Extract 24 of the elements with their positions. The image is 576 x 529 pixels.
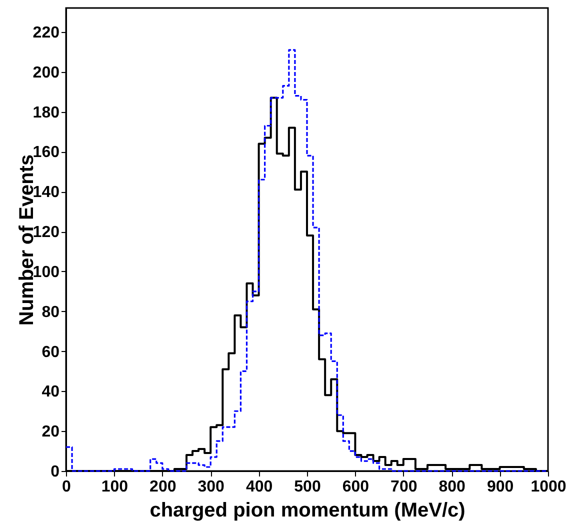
- y-tick-label: 80: [42, 304, 60, 321]
- y-tick-label: 20: [42, 424, 60, 441]
- x-tick-label: 900: [486, 478, 514, 496]
- x-tick-label: 500: [294, 478, 321, 496]
- x-tick-label: 700: [390, 478, 418, 496]
- x-tick-label: 300: [198, 478, 225, 496]
- y-tick-label: 180: [32, 104, 60, 122]
- x-axis-title: charged pion momentum (MeV/c): [150, 500, 466, 522]
- y-tick-label: 120: [32, 224, 60, 242]
- y-tick-label: 40: [42, 384, 60, 401]
- y-tick-label: 200: [32, 64, 60, 82]
- x-tick-label: 800: [438, 478, 466, 496]
- x-tick-label: 0: [62, 478, 72, 496]
- y-tick-label: 220: [32, 24, 60, 42]
- y-tick-label: 0: [50, 464, 60, 480]
- x-tick-label: 600: [342, 478, 370, 496]
- y-tick-label: 60: [42, 344, 60, 361]
- x-tick-label: 1000: [530, 478, 566, 496]
- y-tick-label: 160: [32, 144, 60, 162]
- x-tick-label: 200: [150, 478, 176, 496]
- y-tick-label: 100: [32, 264, 60, 281]
- x-tick-label: 400: [246, 478, 273, 496]
- y-tick-label: 140: [32, 184, 60, 202]
- x-tick-label: 100: [101, 478, 128, 496]
